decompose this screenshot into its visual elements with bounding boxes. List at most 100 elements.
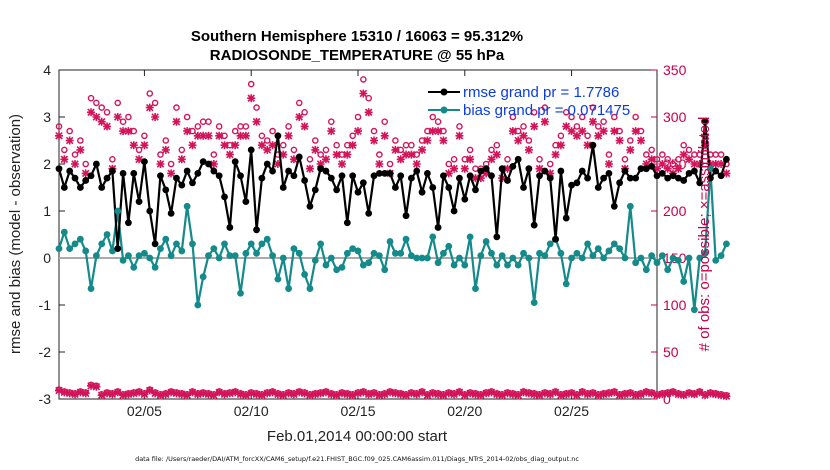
obs-assimilated-marker bbox=[183, 127, 192, 136]
obs-assimilated-marker bbox=[567, 389, 576, 398]
obs-assimilated-marker bbox=[225, 150, 234, 159]
plot-area bbox=[58, 69, 658, 400]
bias-point bbox=[482, 238, 490, 245]
rmse-point bbox=[231, 158, 239, 166]
obs-assimilated-marker bbox=[311, 390, 320, 399]
rmse-point bbox=[482, 165, 490, 173]
bias-point bbox=[557, 249, 565, 257]
obs-possible-marker bbox=[231, 127, 239, 135]
obs-assimilated-marker bbox=[407, 150, 416, 159]
obs-assimilated-marker bbox=[167, 388, 176, 397]
rmse-point bbox=[696, 179, 704, 187]
obs-assimilated-marker bbox=[209, 160, 218, 168]
bias-point bbox=[258, 240, 266, 248]
obs-assimilated-marker bbox=[65, 136, 74, 145]
bias-point bbox=[712, 256, 720, 264]
obs-assimilated-marker bbox=[60, 155, 69, 164]
rmse-point bbox=[146, 207, 154, 215]
obs-assimilated-marker bbox=[508, 127, 517, 136]
obs-assimilated-marker bbox=[252, 390, 261, 399]
obs-assimilated-marker bbox=[642, 160, 651, 168]
obs-possible-marker bbox=[685, 146, 693, 154]
obs-assimilated-marker bbox=[471, 390, 480, 399]
bias-point bbox=[55, 245, 63, 253]
rmse-point bbox=[269, 167, 276, 175]
obs-assimilated-marker bbox=[268, 388, 277, 397]
obs-possible-marker bbox=[55, 123, 63, 130]
obs-assimilated-marker bbox=[300, 389, 309, 398]
rmse-point bbox=[354, 188, 362, 196]
rmse-point bbox=[98, 184, 106, 191]
obs-assimilated-marker bbox=[305, 164, 314, 173]
bias-point bbox=[285, 285, 292, 292]
obs-assimilated-marker bbox=[439, 391, 448, 400]
obs-assimilated-marker bbox=[636, 390, 645, 399]
obs-assimilated-marker bbox=[711, 390, 720, 399]
obs-possible-marker bbox=[573, 123, 581, 130]
obs-possible-marker bbox=[600, 118, 607, 125]
obs-assimilated-marker bbox=[332, 391, 341, 400]
obs-assimilated-marker bbox=[434, 390, 443, 399]
rmse-point bbox=[723, 155, 730, 163]
obs-possible-marker bbox=[360, 76, 367, 83]
bias-point bbox=[424, 254, 431, 262]
bias-point bbox=[573, 249, 581, 257]
bias-point bbox=[530, 299, 538, 307]
obs-assimilated-marker bbox=[642, 388, 651, 397]
rmse-point bbox=[632, 174, 640, 182]
obs-assimilated-marker bbox=[444, 389, 453, 398]
footnote: data file: /Users/raeder/DAI/ATM_forcXX/… bbox=[135, 455, 579, 463]
obs-possible-marker bbox=[328, 118, 335, 125]
rmse-point bbox=[205, 160, 212, 168]
obs-assimilated-marker bbox=[460, 391, 469, 400]
bias-point bbox=[706, 165, 714, 173]
bias-point bbox=[621, 254, 629, 262]
obs-possible-marker bbox=[530, 109, 538, 116]
obs-possible-marker bbox=[536, 155, 543, 163]
bias-point bbox=[119, 256, 127, 264]
obs-assimilated-marker bbox=[103, 389, 112, 398]
obs-assimilated-marker bbox=[524, 389, 533, 398]
rmse-point bbox=[685, 170, 693, 177]
bias-point bbox=[546, 240, 554, 248]
obs-assimilated-marker bbox=[188, 388, 197, 397]
bias-point bbox=[402, 235, 410, 243]
obs-assimilated-marker bbox=[215, 131, 224, 140]
obs-assimilated-marker bbox=[257, 391, 266, 400]
rmse-point bbox=[114, 245, 122, 253]
obs-assimilated-marker bbox=[653, 391, 661, 400]
rmse-point bbox=[407, 174, 415, 182]
y-right-tick-label: 50 bbox=[663, 344, 679, 360]
obs-assimilated-marker bbox=[706, 160, 715, 168]
rmse-point bbox=[466, 172, 474, 180]
obs-possible-marker bbox=[568, 113, 575, 121]
obs-assimilated-marker bbox=[92, 113, 101, 121]
obs-assimilated-marker bbox=[412, 160, 421, 168]
bias-point bbox=[370, 249, 378, 257]
bias-point bbox=[696, 254, 704, 262]
obs-assimilated-marker bbox=[503, 389, 512, 398]
obs-possible-marker bbox=[493, 141, 501, 149]
rmse-point bbox=[76, 184, 84, 191]
bias-point bbox=[173, 240, 180, 248]
obs-assimilated-marker bbox=[108, 390, 117, 399]
obs-assimilated-marker bbox=[71, 160, 80, 168]
x-axis-label: Feb.01,2014 00:00:00 start bbox=[267, 428, 448, 445]
obs-assimilated-marker bbox=[535, 391, 544, 400]
obs-possible-marker bbox=[119, 118, 127, 125]
obs-assimilated-marker bbox=[97, 391, 106, 400]
obs-assimilated-marker bbox=[87, 381, 96, 390]
rmse-point bbox=[450, 207, 458, 215]
bias-point bbox=[674, 256, 682, 264]
obs-assimilated-marker bbox=[418, 145, 427, 154]
y-axis-left-label: rmse and bias (model - observation) bbox=[7, 114, 24, 354]
obs-possible-marker bbox=[215, 123, 223, 130]
rmse-point bbox=[327, 174, 335, 182]
obs-possible-marker bbox=[541, 104, 549, 111]
obs-assimilated-marker bbox=[679, 391, 688, 400]
obs-assimilated-marker bbox=[631, 127, 640, 136]
bias-point bbox=[669, 254, 677, 262]
bias-point bbox=[626, 202, 634, 210]
obs-assimilated-marker bbox=[151, 113, 160, 121]
obs-possible-marker bbox=[381, 118, 388, 125]
